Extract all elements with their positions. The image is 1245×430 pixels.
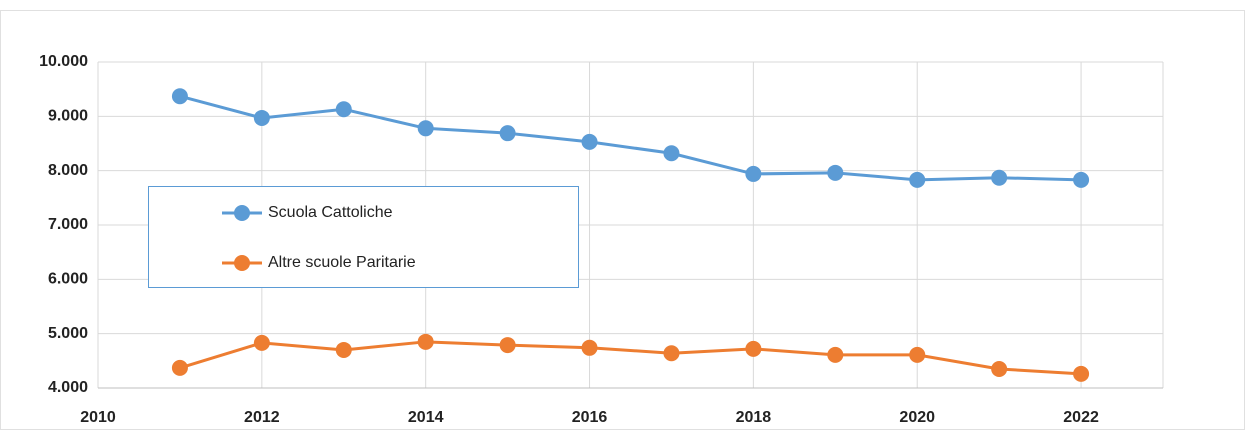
data-point [663, 145, 680, 162]
legend-marker [234, 255, 250, 271]
data-point [253, 109, 270, 126]
y-tick-label: 7.000 [48, 216, 88, 233]
data-point [745, 340, 762, 357]
data-point [827, 164, 844, 181]
y-tick-label: 4.000 [48, 379, 88, 396]
x-tick-label: 2012 [244, 409, 280, 426]
data-point [335, 101, 352, 118]
x-tick-label: 2016 [572, 409, 608, 426]
data-point [909, 346, 926, 363]
legend-label: Scuola Cattoliche [268, 204, 393, 221]
y-tick-label: 9.000 [48, 108, 88, 125]
legend-label: Altre scuole Paritarie [268, 254, 416, 271]
data-point [417, 120, 434, 137]
data-point [991, 360, 1008, 377]
legend-box [148, 186, 579, 288]
series-line [179, 340, 1082, 376]
data-point [171, 88, 188, 105]
data-point [909, 171, 926, 188]
x-tick-label: 2010 [80, 409, 116, 426]
data-point [581, 133, 598, 150]
x-tick-label: 2014 [408, 409, 444, 426]
data-point [253, 334, 270, 351]
data-point [499, 337, 516, 354]
data-point [1073, 171, 1090, 188]
data-point [171, 359, 188, 376]
y-tick-label: 6.000 [48, 271, 88, 288]
data-point [745, 165, 762, 182]
x-tick-label: 2020 [899, 409, 935, 426]
data-point [663, 345, 680, 362]
y-tick-label: 5.000 [48, 325, 88, 342]
data-point [1073, 365, 1090, 382]
data-point [335, 341, 352, 358]
data-point [991, 169, 1008, 186]
y-tick-label: 10.000 [39, 53, 88, 70]
x-tick-label: 2018 [736, 409, 772, 426]
y-tick-label: 8.000 [48, 162, 88, 179]
data-point [499, 125, 516, 142]
data-point [827, 346, 844, 363]
data-point [417, 333, 434, 350]
x-tick-label: 2022 [1063, 409, 1099, 426]
legend-marker [234, 205, 250, 221]
series-line [179, 94, 1082, 182]
data-point [581, 339, 598, 356]
